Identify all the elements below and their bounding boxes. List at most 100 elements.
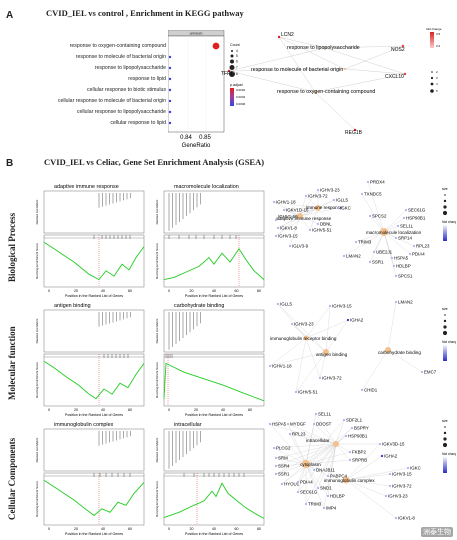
kegg-dot <box>212 42 220 50</box>
network-gene-label: IGHV3-15 <box>332 304 352 309</box>
network-gene-node <box>304 194 308 198</box>
panel-a-letter: A <box>6 10 14 21</box>
network-gene-node <box>318 376 322 380</box>
network-term-node <box>315 205 321 211</box>
network-gene-node <box>394 274 398 278</box>
network-gene-node <box>277 35 281 39</box>
gsea-xlabel: Position in the Ranked List of Genes <box>65 413 123 417</box>
gsea-xtick: 60 <box>235 289 239 293</box>
network-gene-node <box>392 264 396 268</box>
gsea-xtick: 60 <box>128 289 132 293</box>
panel-b-title: CVID_IEL vs Celiac, Gene Set Enrichment … <box>44 157 265 167</box>
network-fold-colorbar <box>430 32 434 48</box>
network-gene-node <box>388 484 392 488</box>
network-gene-label: SEC61G <box>408 208 426 213</box>
network-gene-node <box>304 502 308 506</box>
network-gene-node <box>348 450 352 454</box>
network-gene-node <box>276 226 280 230</box>
network-gene-node <box>353 128 357 132</box>
network-gene-node <box>328 304 332 308</box>
network-gene-node <box>348 458 352 462</box>
network-gene-label: PLCG2 <box>276 446 291 451</box>
kegg-xtick: 0.84 <box>180 135 192 141</box>
network-gene-label: LMAN2 <box>398 300 413 305</box>
gsea-ranked-panel <box>43 309 145 353</box>
network-gene-node <box>360 388 364 392</box>
network-gene-label: PABPC4 <box>330 474 348 479</box>
network-gene-label: IGKC <box>340 206 351 211</box>
kegg-term: response to oxygen-containing compound <box>69 43 166 49</box>
network-gene-label: HSP90B1 <box>406 216 426 221</box>
gsea-score-panel <box>43 353 145 407</box>
svg-text:3: 3 <box>436 76 438 80</box>
gsea-plot-title: macromolecule localization <box>174 184 239 190</box>
kegg-dot <box>168 99 172 103</box>
network-gene-node <box>322 506 326 510</box>
gsea-xtick: 20 <box>74 527 78 531</box>
kegg-term: cellular response to lipopolysaccharide <box>76 109 166 115</box>
svg-text:2: 2 <box>436 70 438 74</box>
svg-text:0.0006: 0.0006 <box>236 102 246 106</box>
network-gene-label: IGHA2 <box>384 454 398 459</box>
network-gene-node <box>326 474 330 478</box>
kegg-xtick: 0.85 <box>199 135 211 141</box>
gsea-xtick: 80 <box>257 289 261 293</box>
gsea-ylabel-bottom: Running Enrichment Score <box>155 481 159 517</box>
network-gene-label: IGHV3-23 <box>294 322 314 327</box>
network-gene-label: SDF2L1 <box>346 418 363 423</box>
gsea-xtick: 20 <box>190 527 194 531</box>
network-gene-node <box>354 240 358 244</box>
gsea-xtick: 60 <box>235 527 239 531</box>
network-gene-node <box>408 252 412 256</box>
gsea-xtick: 40 <box>101 527 105 531</box>
network-gene-label: IGHA2 <box>350 318 364 323</box>
gsea-plot-title: adaptive immune response <box>54 184 119 190</box>
network-term-label: response to molecule of bacterial origin <box>251 67 343 73</box>
gsea-ylabel-top: Ranked List Metric <box>155 318 159 343</box>
network-gene-node <box>368 260 372 264</box>
network-term-node <box>323 349 329 355</box>
kegg-term: cellular response to biotic stimulus <box>86 87 166 93</box>
network-gene-node <box>274 456 278 460</box>
gsea-xtick: 0 <box>48 289 50 293</box>
network-gene-label: LCN2 <box>281 32 294 38</box>
network-gene-node <box>342 418 346 422</box>
network-gene-node <box>378 442 382 446</box>
network-gene-node <box>372 250 376 254</box>
network-gene-label: IGHV3-72 <box>392 484 412 489</box>
network-gene-label: SND1 <box>320 486 332 491</box>
gsea-ylabel-bottom: Running Enrichment Score <box>155 243 159 279</box>
network-gene-node <box>314 412 318 416</box>
network-term-node <box>297 213 303 219</box>
kegg-padj-colorbar <box>230 88 234 106</box>
network-gene-label: IGLL5 <box>280 302 293 307</box>
network-gene-node <box>350 426 354 430</box>
network-gene-label: IGLL5 <box>336 198 349 203</box>
network-term-label: immunoglobulin receptor binding <box>270 336 337 341</box>
network-gene-label: TRIM3 <box>308 502 322 507</box>
network-term-node <box>380 228 388 236</box>
network-gene-node <box>294 390 298 394</box>
gsea-ranked-panel <box>43 428 145 472</box>
network-fold-colorbar <box>443 457 447 473</box>
network-gene-label: HYOU1 <box>284 482 300 487</box>
network-gene-node <box>316 222 320 226</box>
network-term-label: macromolecule localization <box>366 230 422 235</box>
row-label-mf: Molecular function <box>7 326 17 400</box>
network-gene-label: IGKV1D-16 <box>286 208 309 213</box>
gsea-running-score-line <box>163 362 265 402</box>
svg-text:3.5: 3.5 <box>436 32 441 36</box>
network-term-node <box>302 460 310 468</box>
network-gene-node <box>336 206 340 210</box>
svg-text:2.0: 2.0 <box>436 44 441 48</box>
network-gene-node <box>288 244 292 248</box>
network-term-label: immunoglobulin complex <box>324 478 375 483</box>
network-gene-node <box>368 214 372 218</box>
svg-text:7: 7 <box>236 66 238 70</box>
gsea-running-score-line <box>163 482 265 519</box>
network-gene-label: PDIA4 <box>412 252 425 257</box>
bp-network: immune response adaptive immune response m… <box>272 180 456 279</box>
network-term-node <box>303 335 309 341</box>
network-gene-label: DNAJB11 <box>316 468 336 473</box>
network-gene-label: EMC7 <box>424 370 437 375</box>
